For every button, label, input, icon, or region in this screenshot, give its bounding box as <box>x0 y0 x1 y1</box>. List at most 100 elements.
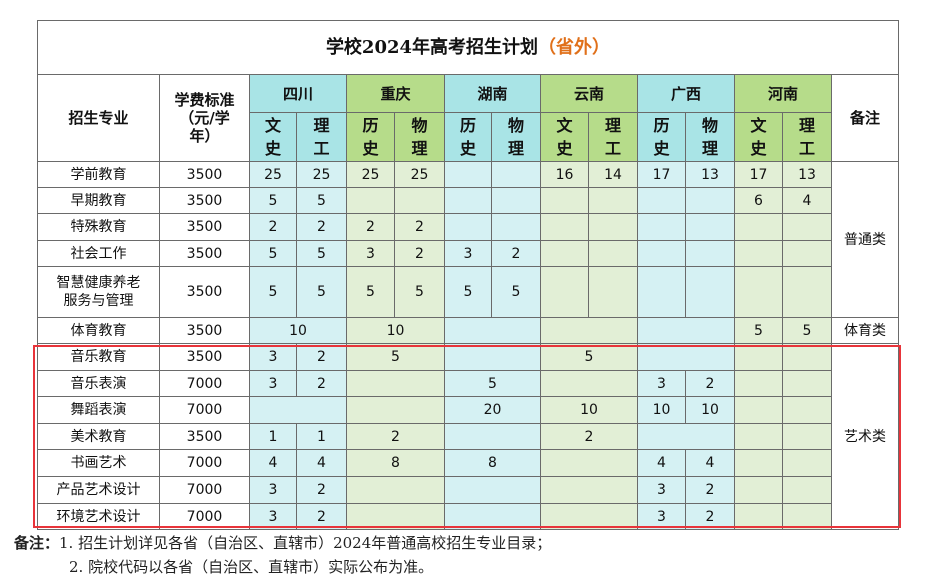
header-fee-text: 学费标准 （元/学 年） <box>174 91 235 145</box>
table-cell: 4 <box>783 188 832 214</box>
table-cell: 5 <box>347 267 395 318</box>
header-remark: 备注 <box>832 75 899 162</box>
row-fee: 3500 <box>160 188 250 214</box>
table-cell-text: 4 <box>657 455 666 471</box>
table-cell-text: 4 <box>802 192 812 209</box>
table-cell-text: 2 <box>366 219 375 235</box>
table-cell <box>445 214 492 241</box>
table-cell <box>589 188 638 214</box>
table-cell-text: 5 <box>268 284 278 300</box>
merged-cell <box>445 318 541 344</box>
merged-cell <box>347 504 445 530</box>
table-cell <box>347 188 395 214</box>
row-fee-text: 3500 <box>186 192 223 209</box>
merged-cell-text: 5 <box>391 349 400 365</box>
header-province-2-text: 湖南 <box>477 84 508 103</box>
table-cell: 5 <box>492 267 541 318</box>
table-cell-text: 3 <box>268 508 278 525</box>
merged-cell-text: 2 <box>584 428 594 445</box>
table-cell: 5 <box>735 318 783 344</box>
title-accent: （省外） <box>538 36 611 58</box>
table-cell-text: 5 <box>463 284 473 300</box>
table-cell-text: 2 <box>317 349 326 365</box>
row-major-text: 音乐教育 <box>70 349 127 365</box>
remark-art: 艺术类 <box>832 344 899 530</box>
table-cell <box>783 450 832 477</box>
row-major: 书画艺术 <box>37 450 160 477</box>
merged-cell: 5 <box>541 344 638 371</box>
merged-cell: 2 <box>541 424 638 450</box>
table-cell: 2 <box>297 214 347 241</box>
header-subject-1: 理 工 <box>297 113 347 162</box>
note-line-1: 1. 招生计划详见各省（自治区、直辖市）2024年普通高校招生专业目录； <box>59 534 552 552</box>
table-cell-text: 25 <box>312 166 331 183</box>
table-cell: 5 <box>297 241 347 267</box>
header-province-5-text: 河南 <box>767 84 798 103</box>
table-cell: 2 <box>686 504 735 530</box>
row-major-text: 书画艺术 <box>70 455 127 471</box>
header-subject-8-text: 历 史 <box>653 116 670 158</box>
row-fee-text: 3500 <box>186 349 223 365</box>
table-cell: 2 <box>297 504 347 530</box>
table-cell-text: 10 <box>701 402 719 418</box>
table-cell: 5 <box>297 267 347 318</box>
header-province-4: 广西 <box>638 75 735 113</box>
table-cell: 17 <box>638 162 686 188</box>
table-cell <box>541 188 589 214</box>
title-main: 学校2024年高考招生计划 <box>325 36 539 58</box>
merged-cell <box>445 504 541 530</box>
merged-cell: 10 <box>541 397 638 424</box>
table-cell: 3 <box>250 504 297 530</box>
row-major: 智慧健康养老 服务与管理 <box>37 267 160 318</box>
table-cell-text: 5 <box>511 284 521 300</box>
header-subject-10: 文 史 <box>735 113 783 162</box>
merged-cell: 20 <box>445 397 541 424</box>
row-major: 音乐表演 <box>37 371 160 397</box>
table-cell-text: 4 <box>268 455 278 471</box>
table-cell-text: 2 <box>705 375 715 392</box>
merged-cell: 5 <box>347 344 445 371</box>
row-major-text: 音乐表演 <box>70 375 127 392</box>
table-cell-text: 25 <box>264 166 282 183</box>
row-fee: 3500 <box>160 318 250 344</box>
header-subject-4: 历 史 <box>445 113 492 162</box>
table-cell-text: 4 <box>705 455 715 471</box>
table-cell-text: 5 <box>754 322 763 339</box>
merged-cell-text: 5 <box>488 375 497 392</box>
table-cell-text: 2 <box>317 375 326 392</box>
merged-cell <box>445 344 541 371</box>
row-fee: 7000 <box>160 504 250 530</box>
row-major: 舞蹈表演 <box>37 397 160 424</box>
table-cell <box>783 424 832 450</box>
table-cell <box>735 477 783 504</box>
header-subject-9: 物 理 <box>686 113 735 162</box>
table-cell-text: 5 <box>802 322 812 339</box>
table-cell-text: 3 <box>268 349 278 365</box>
table-cell-text: 17 <box>749 166 768 183</box>
table-cell-text: 6 <box>754 192 763 209</box>
table-cell: 5 <box>250 188 297 214</box>
table-cell-text: 2 <box>511 245 521 262</box>
table-cell <box>686 241 735 267</box>
merged-cell: 10 <box>250 318 347 344</box>
header-subject-5: 物 理 <box>492 113 541 162</box>
row-major-text: 舞蹈表演 <box>70 402 127 418</box>
table-cell <box>638 214 686 241</box>
header-subject-3-text: 物 理 <box>411 116 428 158</box>
table-cell-text: 4 <box>317 455 326 471</box>
table-cell <box>492 188 541 214</box>
table-cell <box>589 214 638 241</box>
table-cell: 1 <box>250 424 297 450</box>
table-cell: 3 <box>638 504 686 530</box>
table-cell: 6 <box>735 188 783 214</box>
table-cell: 2 <box>492 241 541 267</box>
table-cell: 4 <box>250 450 297 477</box>
table-cell-text: 5 <box>366 284 375 300</box>
header-province-3: 云南 <box>541 75 638 113</box>
table-cell-text: 5 <box>415 284 424 300</box>
table-cell <box>783 241 832 267</box>
merged-cell <box>541 477 638 504</box>
table-cell <box>783 344 832 371</box>
remark-general: 普通类 <box>832 162 899 318</box>
header-subject-2-text: 历 史 <box>362 116 379 158</box>
